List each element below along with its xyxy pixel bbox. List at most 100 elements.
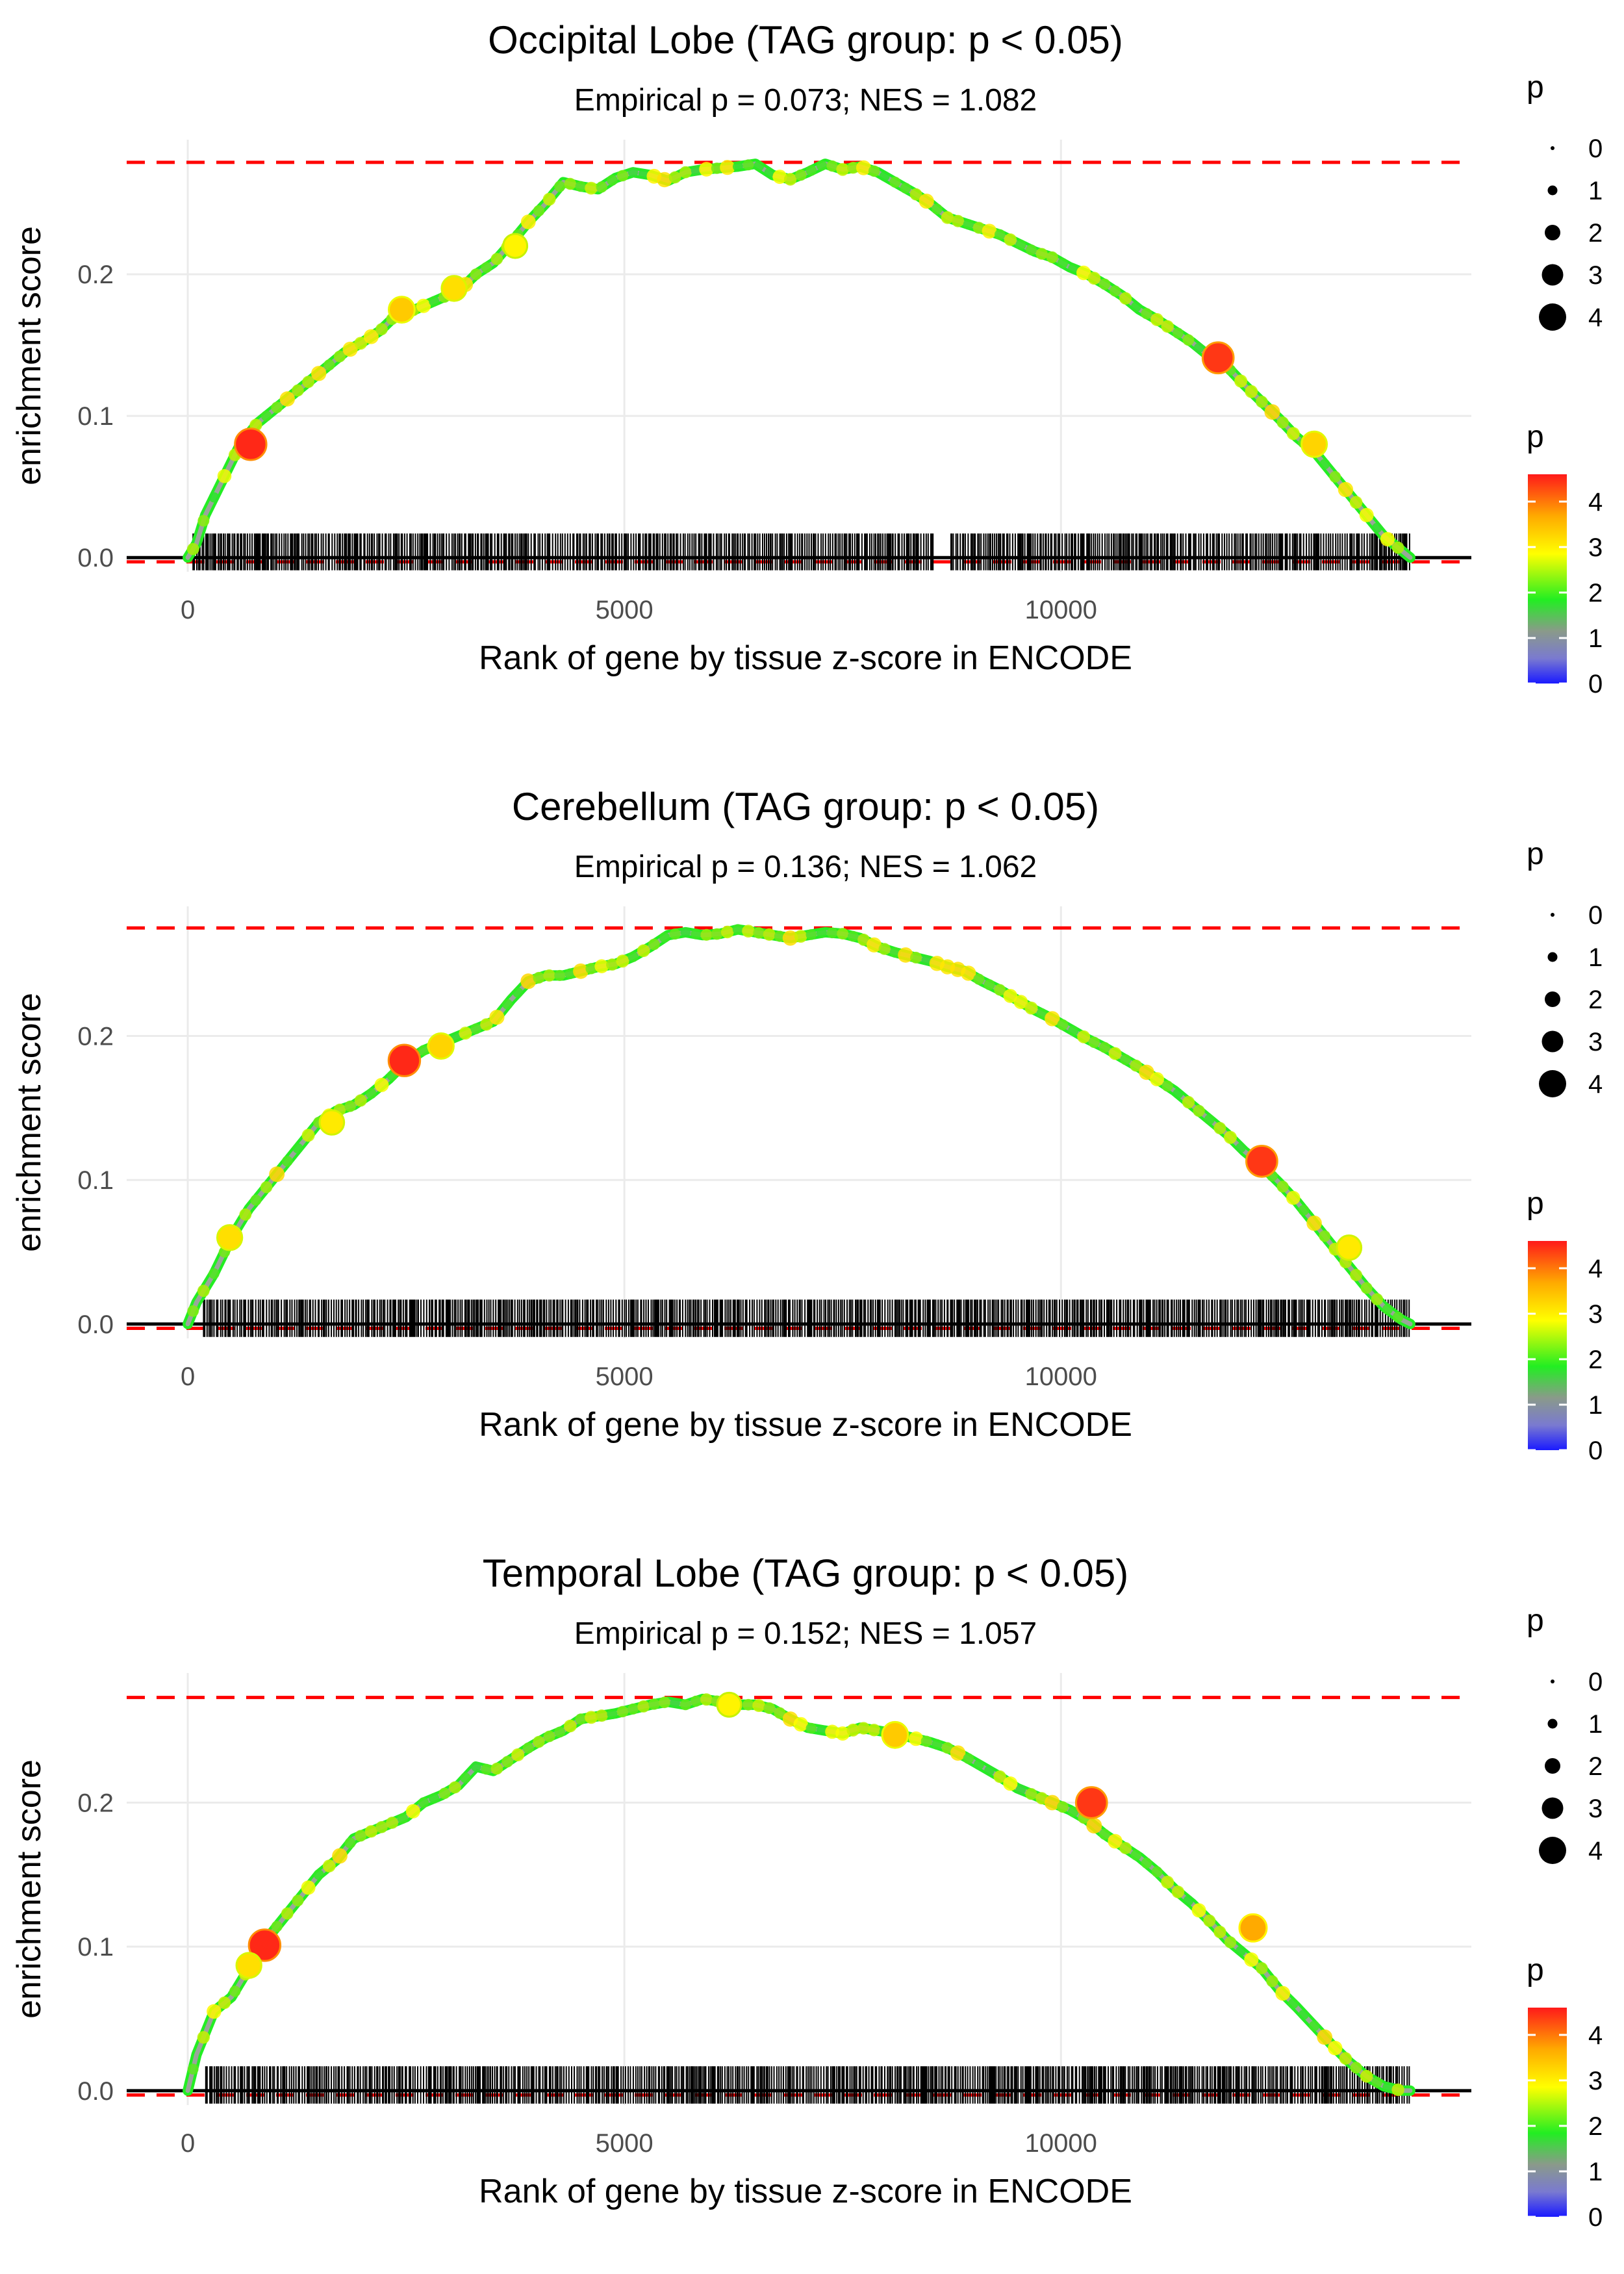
y-axis-label: enrichment score xyxy=(10,1759,48,2019)
es-point xyxy=(908,1731,924,1746)
size-legend-label: 1 xyxy=(1588,1710,1603,1739)
size-legend-dot xyxy=(1547,1718,1558,1729)
es-point xyxy=(1224,1131,1237,1144)
color-legend-label: 1 xyxy=(1588,2158,1603,2186)
color-legend-label: 3 xyxy=(1588,533,1603,562)
es-point xyxy=(1286,427,1300,441)
es-point xyxy=(1150,1072,1164,1086)
es-point xyxy=(793,1717,808,1732)
es-point xyxy=(1036,1008,1047,1019)
es-point xyxy=(616,954,629,968)
es-point xyxy=(1076,265,1091,281)
size-legend-title: p xyxy=(1527,70,1544,105)
es-point xyxy=(1276,416,1289,429)
es-point xyxy=(187,1305,199,1317)
es-point xyxy=(480,1018,493,1031)
size-legend-label: 2 xyxy=(1588,219,1603,248)
es-point xyxy=(542,192,556,206)
es-point xyxy=(742,925,755,938)
es-point xyxy=(1266,1975,1278,1987)
size-legend-dot xyxy=(1545,225,1560,240)
es-point xyxy=(1045,1011,1060,1027)
es-point xyxy=(1203,1914,1216,1927)
es-point xyxy=(900,183,911,194)
es-point xyxy=(543,969,555,982)
es-point xyxy=(375,323,388,336)
gridlines xyxy=(127,140,1471,572)
highlight-point xyxy=(716,1691,742,1718)
es-point xyxy=(594,959,609,973)
es-point xyxy=(963,219,974,230)
es-point xyxy=(1317,2029,1333,2045)
es-point xyxy=(218,1996,231,2010)
es-point xyxy=(670,1698,680,1708)
es-point xyxy=(973,973,985,985)
es-point xyxy=(659,932,670,943)
es-point xyxy=(585,1711,598,1724)
es-point xyxy=(1151,1866,1163,1878)
es-point xyxy=(301,1880,316,1895)
rug-ticks xyxy=(205,2066,1410,2104)
es-point xyxy=(533,205,545,217)
es-point xyxy=(932,1739,943,1750)
y-tick-label: 0.1 xyxy=(77,402,114,431)
es-point xyxy=(1338,481,1354,498)
es-point xyxy=(973,1759,984,1770)
x-tick-label: 0 xyxy=(181,596,195,624)
highlight-point xyxy=(318,1109,346,1136)
es-point xyxy=(941,1742,954,1754)
es-point xyxy=(846,1723,860,1737)
es-point xyxy=(857,1722,870,1735)
es-points xyxy=(186,159,1404,556)
size-legend-dot xyxy=(1551,1680,1554,1683)
es-point xyxy=(1173,1088,1184,1099)
es-point xyxy=(1244,1952,1259,1967)
es-point xyxy=(817,1725,827,1735)
es-point xyxy=(470,1023,481,1034)
es-point xyxy=(511,1748,525,1761)
es-point xyxy=(1256,1962,1268,1974)
highlight-point xyxy=(1238,1913,1268,1943)
es-point xyxy=(774,1707,786,1719)
chart-panel-1: Occipital Lobe (TAG group: p < 0.05) Empi… xyxy=(10,18,1603,698)
size-legend-title: p xyxy=(1527,837,1544,871)
size-legend-title: p xyxy=(1527,1603,1544,1638)
es-point xyxy=(1119,1842,1132,1854)
es-point xyxy=(1193,342,1204,353)
es-point xyxy=(565,968,576,979)
es-point xyxy=(271,1921,283,1932)
es-point xyxy=(1025,1788,1037,1800)
es-point xyxy=(1236,1945,1246,1956)
es-point xyxy=(1004,233,1017,246)
es-point xyxy=(700,928,713,941)
es-point xyxy=(1088,1036,1100,1049)
es-point xyxy=(836,162,850,176)
es-point xyxy=(292,384,304,397)
es-point xyxy=(533,971,545,984)
es-point xyxy=(919,194,934,209)
x-axis-label: Rank of gene by tissue z-score in ENCODE xyxy=(479,639,1132,677)
es-point xyxy=(1141,1858,1152,1869)
es-point xyxy=(355,1830,367,1842)
es-point xyxy=(1171,1885,1185,1898)
highlight-point xyxy=(216,1224,244,1251)
size-legend-dot xyxy=(1545,991,1560,1007)
es-point xyxy=(963,1753,974,1764)
es-point xyxy=(910,951,922,964)
es-point xyxy=(344,1837,356,1849)
es-point xyxy=(1350,2062,1362,2074)
es-point xyxy=(585,963,597,975)
es-point xyxy=(607,1709,618,1719)
es-point xyxy=(1087,272,1101,285)
es-point xyxy=(1328,2041,1343,2056)
es-point xyxy=(595,1709,608,1722)
es-point xyxy=(1372,522,1382,533)
es-point xyxy=(628,951,639,962)
es-point xyxy=(816,160,827,171)
es-point xyxy=(816,927,827,938)
color-legend-label: 4 xyxy=(1588,488,1603,517)
highlight-point xyxy=(247,1928,282,1962)
es-point xyxy=(554,1726,566,1738)
es-point xyxy=(763,1702,776,1715)
es-point xyxy=(1003,989,1018,1003)
